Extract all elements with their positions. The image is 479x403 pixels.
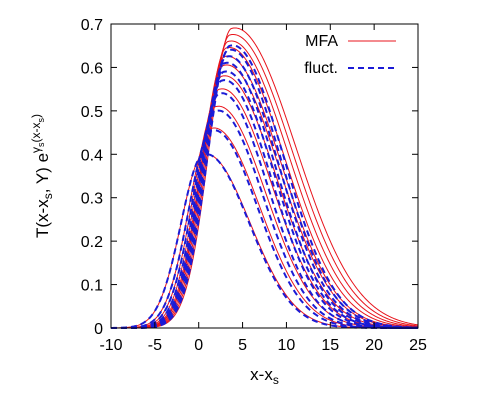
y-tick-label: 0.7 bbox=[81, 17, 103, 34]
x-axis-title-main: x-x bbox=[250, 365, 273, 384]
y-axis-title-part-4: s bbox=[36, 142, 46, 147]
fluct-curve bbox=[111, 61, 418, 329]
mfa-curve bbox=[111, 64, 419, 329]
x-tick-label: 15 bbox=[321, 337, 339, 354]
y-axis-title-part-3: γ bbox=[29, 147, 43, 153]
legend-entry-mfa: MFA bbox=[305, 33, 396, 50]
x-tick-label: 5 bbox=[238, 337, 247, 354]
mfa-curve bbox=[111, 105, 418, 329]
fluct-curve bbox=[110, 153, 418, 329]
fluct-curve bbox=[111, 44, 419, 329]
x-tick-label: 10 bbox=[278, 337, 296, 354]
y-tick-label: 0.2 bbox=[81, 234, 103, 251]
mfa-curve bbox=[111, 55, 419, 329]
legend-label-fluct: fluct. bbox=[304, 60, 338, 77]
y-axis-title-part-7: ) bbox=[29, 114, 43, 118]
y-axis-title-part-1: s bbox=[41, 193, 55, 199]
legend-entry-fluct: fluct. bbox=[304, 60, 396, 77]
mfa-curve bbox=[111, 33, 419, 329]
y-axis-title-part-5: (x-x bbox=[29, 122, 43, 142]
y-axis-title-part-2: , Y) e bbox=[33, 153, 52, 193]
mfa-curve bbox=[111, 40, 419, 329]
x-axis-title: x-xs bbox=[250, 365, 279, 387]
y-tick-label: 0.6 bbox=[81, 60, 103, 77]
y-tick-label: 0.5 bbox=[81, 104, 103, 121]
tick-group bbox=[110, 23, 419, 329]
plot-frame bbox=[110, 23, 419, 329]
x-tick-label: 0 bbox=[194, 337, 203, 354]
fluct-curve bbox=[111, 129, 418, 329]
mfa-curve bbox=[111, 47, 419, 329]
y-axis-title-part-0: T(x-x bbox=[33, 199, 52, 238]
mfa-curve bbox=[110, 153, 418, 329]
y-tick-label: 0 bbox=[94, 321, 103, 338]
x-tick-label: 20 bbox=[365, 337, 383, 354]
y-axis-title: T(x-xs, Y) eγs(x-xs) bbox=[29, 114, 55, 238]
x-tick-label: -5 bbox=[148, 337, 162, 354]
y-tick-label: 0.3 bbox=[81, 191, 103, 208]
x-tick-label: -10 bbox=[99, 337, 122, 354]
legend: MFA fluct. bbox=[304, 33, 396, 77]
fluct-curve bbox=[111, 55, 419, 329]
x-tick-label: 25 bbox=[409, 337, 427, 354]
tick-label-group: -10 -5 0 5 10 15 20 25 0 0.1 0.2 0.3 0.4 0.5 0.6 0.7 bbox=[81, 17, 427, 354]
y-tick-label: 0.4 bbox=[81, 147, 103, 164]
legend-label-mfa: MFA bbox=[305, 33, 338, 50]
x-axis-title-sub: s bbox=[273, 373, 279, 387]
y-tick-label: 0.1 bbox=[81, 278, 103, 295]
curve-group bbox=[110, 27, 419, 329]
y-axis-title-part-6: s bbox=[36, 117, 46, 122]
